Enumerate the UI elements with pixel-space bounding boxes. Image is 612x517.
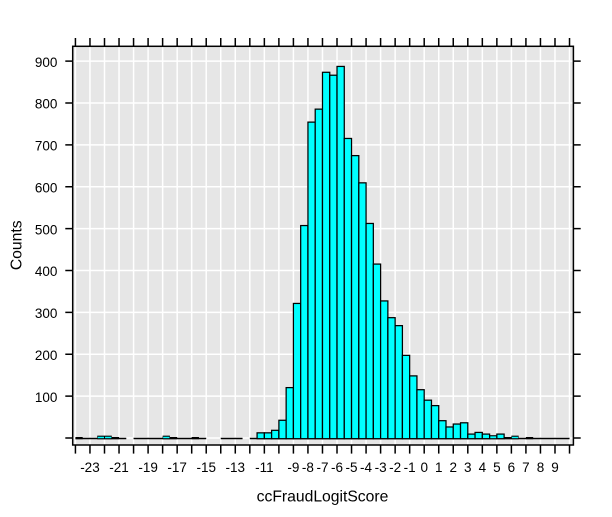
svg-text:8: 8 [537, 460, 545, 475]
svg-text:200: 200 [35, 348, 58, 363]
svg-text:-15: -15 [196, 460, 216, 475]
svg-text:-3: -3 [375, 460, 387, 475]
svg-text:-2: -2 [389, 460, 401, 475]
svg-text:9: 9 [551, 460, 559, 475]
svg-text:-4: -4 [360, 460, 372, 475]
svg-text:900: 900 [35, 55, 58, 70]
svg-text:4: 4 [479, 460, 487, 475]
svg-text:5: 5 [493, 460, 501, 475]
svg-text:2: 2 [450, 460, 458, 475]
svg-text:-19: -19 [138, 460, 158, 475]
svg-text:-1: -1 [404, 460, 416, 475]
svg-text:-6: -6 [331, 460, 343, 475]
svg-text:800: 800 [35, 97, 58, 112]
svg-text:1: 1 [435, 460, 443, 475]
svg-text:0: 0 [420, 460, 428, 475]
svg-text:-23: -23 [80, 460, 100, 475]
svg-text:-7: -7 [316, 460, 328, 475]
svg-text:-8: -8 [302, 460, 314, 475]
svg-text:ccFraudLogitScore: ccFraudLogitScore [257, 489, 389, 506]
svg-text:7: 7 [522, 460, 530, 475]
svg-text:3: 3 [464, 460, 472, 475]
svg-text:-17: -17 [167, 460, 187, 475]
svg-text:-9: -9 [287, 460, 299, 475]
svg-text:-13: -13 [226, 460, 246, 475]
svg-text:-21: -21 [109, 460, 129, 475]
svg-text:600: 600 [35, 180, 58, 195]
svg-text:500: 500 [35, 222, 58, 237]
svg-text:700: 700 [35, 139, 58, 154]
svg-text:-5: -5 [346, 460, 358, 475]
svg-text:6: 6 [508, 460, 516, 475]
svg-text:-11: -11 [255, 460, 274, 475]
svg-text:400: 400 [35, 264, 58, 279]
svg-text:100: 100 [35, 390, 58, 405]
svg-text:Counts: Counts [8, 220, 25, 270]
svg-text:300: 300 [35, 306, 58, 321]
